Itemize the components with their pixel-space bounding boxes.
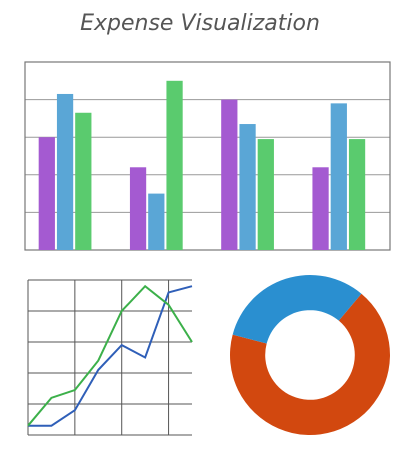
bar [312, 167, 329, 250]
plot-frame [24, 61, 391, 251]
bar [239, 124, 256, 250]
bar [75, 112, 92, 250]
bar [257, 139, 274, 250]
line [27, 284, 193, 427]
bar [148, 193, 165, 250]
bar [348, 139, 366, 250]
bar [38, 137, 55, 250]
bar [166, 80, 183, 250]
bar [129, 167, 147, 250]
line [28, 285, 193, 427]
title: Expense Visualization [80, 11, 320, 36]
bar [221, 99, 238, 250]
bar [330, 103, 347, 250]
donut-slice [230, 293, 391, 435]
bar [56, 93, 74, 251]
donut-slice [232, 275, 362, 344]
